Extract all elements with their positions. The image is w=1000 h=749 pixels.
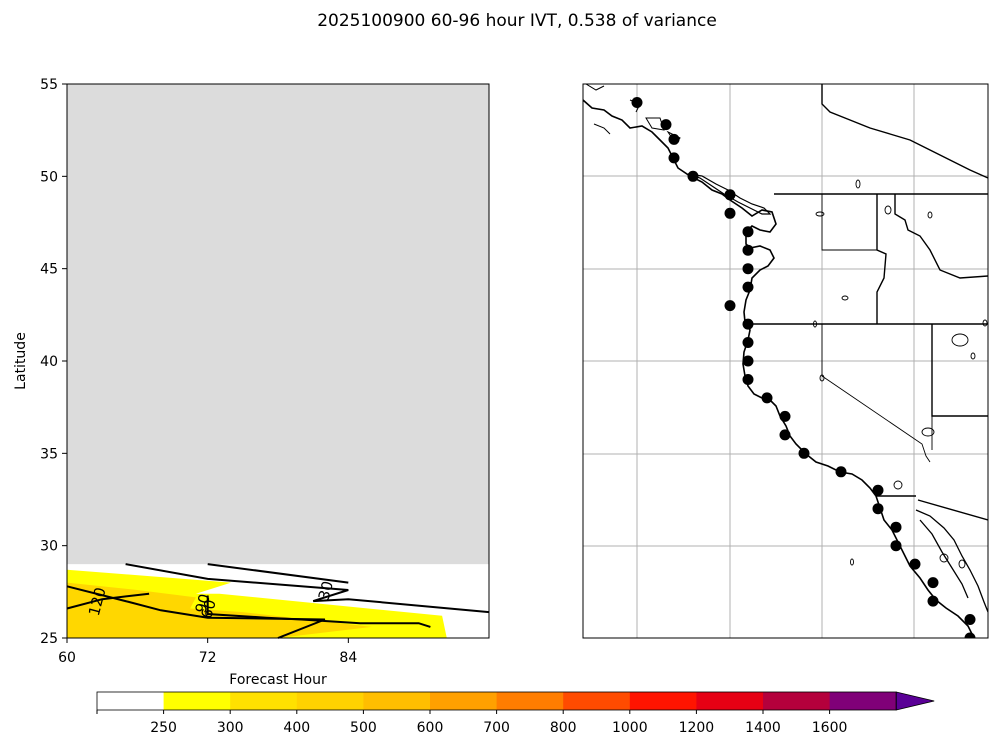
station-marker <box>724 207 736 219</box>
station-marker <box>742 374 754 385</box>
colorbar-segment <box>296 692 364 710</box>
x-tick-label: 72 <box>199 650 217 666</box>
station-marker <box>798 447 810 459</box>
colorbar-tick-label: 600 <box>417 720 444 736</box>
colorbar-segment <box>629 692 697 710</box>
filled-contour-region-1 <box>67 582 372 638</box>
colorbar-segment <box>763 692 831 710</box>
station-marker <box>742 244 754 256</box>
colorbar-segment <box>163 692 231 710</box>
colorbar-tick-label: 1400 <box>745 720 781 736</box>
station-marker <box>742 337 754 348</box>
station-marker <box>631 97 643 108</box>
y-tick-label: 40 <box>40 354 58 370</box>
contour-line-1 <box>66 592 150 610</box>
map-frame <box>582 83 989 639</box>
x-tick-label: 60 <box>58 650 76 666</box>
contour-label: 30 <box>315 579 337 602</box>
station-marker <box>835 466 847 478</box>
x-axis-label: Forecast Hour <box>229 672 327 688</box>
station-marker <box>742 263 754 275</box>
station-marker <box>964 614 976 625</box>
y-tick-label: 55 <box>40 77 58 93</box>
y-tick-label: 45 <box>40 262 58 278</box>
station-marker <box>890 521 902 533</box>
colorbar-segment <box>696 692 764 710</box>
colorbar-tick-label: 800 <box>550 720 577 736</box>
map-gridlines <box>583 84 988 638</box>
colorbar-tick-label: 700 <box>483 720 510 736</box>
no-data-region <box>67 84 489 565</box>
colorbar-extend-arrow <box>895 691 935 711</box>
station-marker <box>668 133 680 145</box>
y-axis-label: Latitude <box>13 332 29 390</box>
colorbar: 250 300 400 500 600 700 800 1000 1200 1400 1600 <box>96 691 935 736</box>
station-marker <box>668 152 680 164</box>
station-marker <box>779 429 791 441</box>
y-tick-label: 50 <box>40 169 58 185</box>
colorbar-segment <box>430 692 498 710</box>
colorbar-segment <box>496 692 564 710</box>
colorbar-segment <box>563 692 631 710</box>
station-marker <box>927 595 939 607</box>
station-marker <box>724 189 736 201</box>
figure-title: 2025100900 60-96 hour IVT, 0.538 of vari… <box>317 11 717 31</box>
station-marker <box>909 558 921 570</box>
colorbar-tick-label: 300 <box>217 720 244 736</box>
vancouver-island <box>687 173 772 215</box>
lakes <box>813 179 988 569</box>
colorbar-tick-label: 1000 <box>612 720 648 736</box>
station-marker <box>687 170 699 182</box>
left-axis-ticks: 60 72 84 25 30 35 40 45 50 55 <box>40 77 357 666</box>
baja-coast <box>915 509 988 613</box>
station-marker <box>779 410 791 422</box>
station-marker <box>724 300 736 312</box>
colorbar-segment <box>97 692 165 710</box>
state-borders <box>821 194 933 463</box>
station-marker <box>872 503 884 515</box>
station-marker <box>761 392 773 404</box>
colorbar-tick-label: 500 <box>350 720 377 736</box>
contour-line-2 <box>206 595 431 628</box>
station-marker <box>927 577 939 589</box>
colorbar-tick-label: 400 <box>283 720 310 736</box>
colorbar-segment <box>829 692 897 710</box>
station-marker <box>872 484 884 496</box>
contour-line-5 <box>207 563 349 584</box>
map-points <box>631 97 976 638</box>
contour-line-0 <box>66 585 326 639</box>
y-tick-label: 30 <box>40 539 58 555</box>
station-marker <box>964 632 976 638</box>
y-tick-label: 35 <box>40 446 58 462</box>
x-tick-label: 84 <box>339 650 357 666</box>
station-marker <box>660 119 672 131</box>
station-marker <box>742 318 754 330</box>
station-marker <box>742 226 754 238</box>
station-marker <box>890 540 902 552</box>
station-marker <box>742 355 754 367</box>
map-panel <box>582 83 989 639</box>
contour-label: 60 <box>198 597 220 620</box>
colorbar-segment <box>230 692 298 710</box>
contour-line-4 <box>125 563 490 614</box>
political-borders <box>748 84 988 521</box>
colorbar-tick-label: 1200 <box>679 720 715 736</box>
colorbar-tick-label: 250 <box>150 720 177 736</box>
colorbar-tick-label: 1600 <box>812 720 848 736</box>
colorbar-segment <box>363 692 431 710</box>
station-marker <box>742 281 754 293</box>
y-tick-label: 25 <box>40 631 58 647</box>
